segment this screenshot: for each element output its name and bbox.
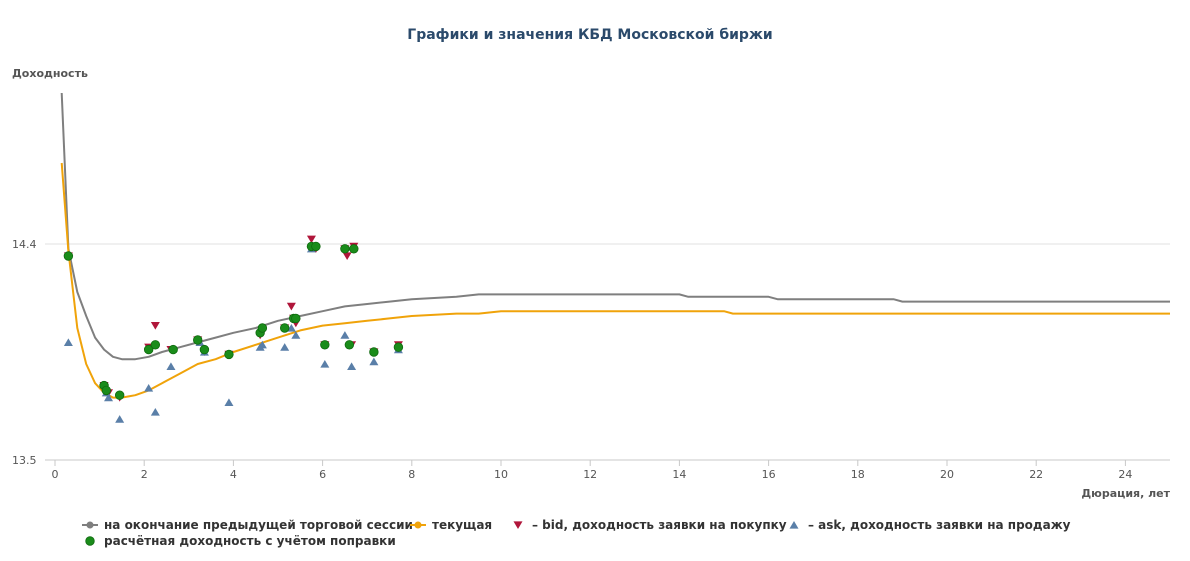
x-axis-title: Дюрация, лет xyxy=(1081,487,1170,500)
calc-point xyxy=(279,323,290,333)
y-tick-label: 13.5 xyxy=(12,454,37,467)
calc-point xyxy=(257,323,268,333)
bid-point xyxy=(342,252,352,261)
series-1 xyxy=(60,162,1170,399)
y-axis-title: Доходность xyxy=(12,67,88,80)
series-4 xyxy=(63,241,404,400)
legend-label: на окончание предыдущей торговой сессии xyxy=(104,518,413,532)
axes: 13.514.40 2 4 6 8 10 12 14 16 18 20 22 24 xyxy=(12,238,1170,481)
series-0 xyxy=(60,92,1170,361)
calc-point xyxy=(101,385,111,396)
ask-point xyxy=(150,407,160,416)
ask-point xyxy=(280,343,290,351)
legend-item[interactable]: текущая xyxy=(410,518,492,532)
ask-point xyxy=(115,415,125,423)
ask-point xyxy=(166,362,176,370)
x-tick-label: 6 xyxy=(319,468,326,481)
calc-point xyxy=(199,344,210,355)
x-tick-label: 20 xyxy=(940,468,954,481)
ask-point xyxy=(369,357,379,366)
series-line xyxy=(60,162,1170,399)
ask-point xyxy=(224,398,234,406)
legend-item[interactable]: – ask, доходность заявки на продажу xyxy=(789,518,1071,532)
bid-point xyxy=(306,235,316,244)
x-tick-label: 22 xyxy=(1029,468,1043,481)
calc-point xyxy=(193,335,203,345)
series-layer xyxy=(60,92,1170,423)
calc-point xyxy=(143,344,154,355)
legend-label: – bid, доходность заявки на покупку xyxy=(532,518,787,532)
legend-marker-swatch xyxy=(86,521,94,529)
legend-marker-swatch xyxy=(414,521,422,529)
calc-point xyxy=(369,347,379,357)
calc-point xyxy=(168,344,178,355)
x-tick-label: 2 xyxy=(141,468,148,481)
ask-point xyxy=(347,362,357,370)
calc-point xyxy=(63,251,74,261)
grid xyxy=(45,243,1170,461)
calc-point xyxy=(114,390,125,400)
y-tick-label: 14.4 xyxy=(12,238,37,251)
legend-label: – ask, доходность заявки на продажу xyxy=(808,518,1071,532)
legend-label: расчётная доходность с учётом поправки xyxy=(104,534,396,548)
calc-point xyxy=(320,340,330,350)
x-tick-label: 10 xyxy=(494,468,508,481)
x-tick-label: 0 xyxy=(52,468,59,481)
calc-point xyxy=(224,349,234,360)
calc-point xyxy=(340,244,350,254)
x-tick-label: 24 xyxy=(1118,468,1132,481)
ask-point xyxy=(340,331,350,339)
bid-point xyxy=(150,322,160,330)
legend-label: текущая xyxy=(432,518,492,532)
ask-point xyxy=(320,359,330,368)
calc-point xyxy=(344,340,355,350)
ask-point xyxy=(286,323,296,332)
legend-marker-swatch xyxy=(85,536,95,546)
x-tick-label: 8 xyxy=(408,468,415,481)
series-2 xyxy=(63,235,403,402)
x-tick-label: 16 xyxy=(762,468,776,481)
x-tick-label: 12 xyxy=(583,468,597,481)
ask-point xyxy=(144,383,154,392)
calc-point xyxy=(291,313,301,324)
x-tick-label: 4 xyxy=(230,468,237,481)
ask-point xyxy=(257,340,267,349)
x-tick-label: 18 xyxy=(851,468,865,481)
legend-item[interactable]: на окончание предыдущей торговой сессии xyxy=(82,518,413,532)
legend-marker-swatch xyxy=(789,520,799,529)
legend[interactable]: на окончание предыдущей торговой сессии т… xyxy=(82,518,1071,548)
calc-point xyxy=(393,342,404,352)
legend-marker-swatch xyxy=(513,521,523,530)
bid-point xyxy=(286,302,296,311)
ask-point xyxy=(291,331,301,339)
legend-item[interactable]: расчётная доходность с учётом поправки xyxy=(85,534,396,548)
ask-point xyxy=(63,338,73,346)
calc-point xyxy=(150,340,161,350)
calc-point xyxy=(349,244,359,254)
ask-point xyxy=(104,393,114,402)
series-line xyxy=(60,92,1170,361)
x-tick-label: 14 xyxy=(672,468,686,481)
legend-item[interactable]: – bid, доходность заявки на покупку xyxy=(513,518,787,532)
chart-title: Графики и значения КБД Московской биржи xyxy=(407,27,772,43)
calc-point xyxy=(311,241,321,252)
